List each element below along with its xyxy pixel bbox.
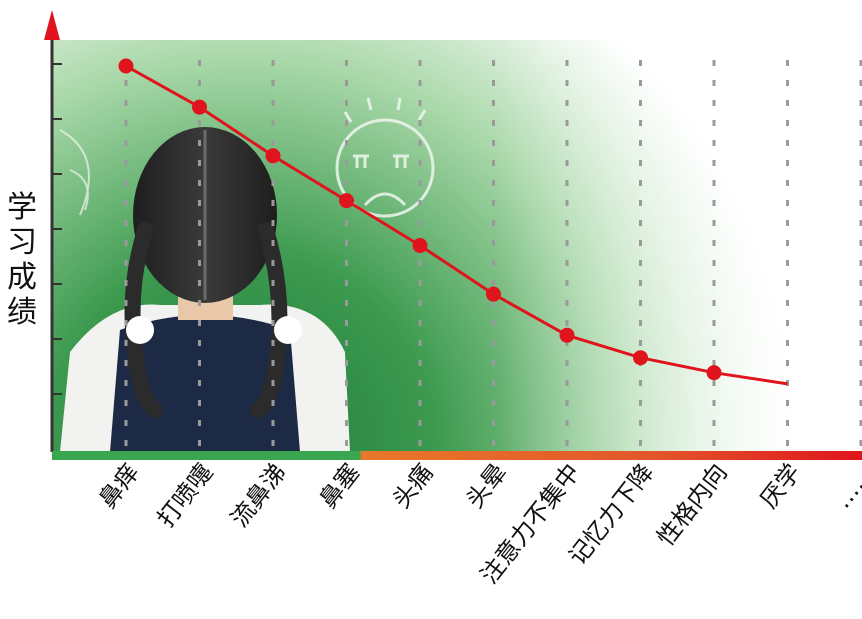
x-tick-label: 流鼻涕: [225, 458, 291, 532]
data-point: [265, 148, 281, 164]
series-line: [125, 64, 788, 386]
y-ticks: [52, 63, 62, 395]
data-series: [118, 58, 788, 386]
sad-face-doodle: [335, 97, 435, 218]
y-axis-label: 学习成绩: [7, 190, 37, 330]
x-tick-label: 头痛: [387, 458, 439, 513]
data-point: [412, 238, 428, 254]
data-point: [118, 58, 134, 74]
y-axis-arrow: [44, 10, 60, 40]
x-tick-label: 性格内向: [652, 458, 733, 551]
data-point: [706, 365, 722, 381]
x-tick-label: ……: [828, 458, 862, 513]
x-tick-label: 鼻痒: [93, 458, 145, 513]
sun-doodle: [59, 129, 90, 216]
data-point: [339, 193, 354, 209]
x-gridlines: [124, 60, 862, 448]
data-point: [486, 286, 501, 302]
data-point: [559, 327, 575, 343]
x-tick-label: 厌学: [755, 458, 807, 513]
x-axis-baseline: [52, 451, 862, 460]
girl-illustration: [60, 127, 350, 452]
x-tick-label: 打喷嚏: [152, 458, 218, 532]
data-point: [633, 350, 648, 366]
x-tick-label: 头晕: [461, 458, 513, 513]
data-point: [192, 99, 207, 115]
x-tick-label: 鼻塞: [314, 458, 366, 513]
